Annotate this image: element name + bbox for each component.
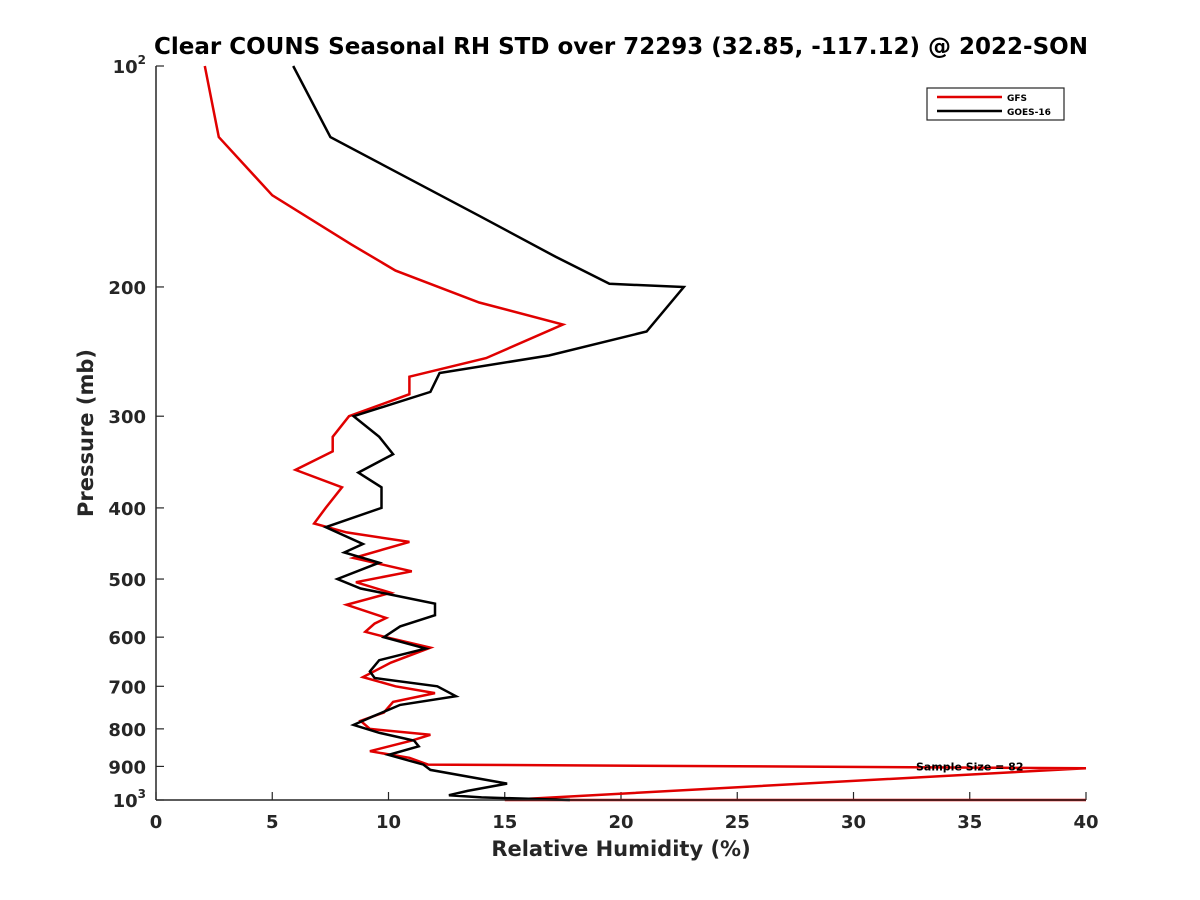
x-tick-label: 25: [725, 812, 750, 833]
y-tick-label: 500: [108, 570, 146, 591]
x-axis-ticks: 0 5 10 15 20 25 30 35 40: [150, 792, 1099, 833]
x-axis-label: Relative Humidity (%): [491, 837, 750, 861]
y-tick-label: 102: [113, 53, 146, 78]
series-layer: [203, 65, 1087, 802]
y-tick-base: 10: [113, 57, 138, 78]
x-tick-label: 15: [492, 812, 517, 833]
x-tick-label: 40: [1073, 812, 1098, 833]
x-tick-label: 0: [150, 812, 163, 833]
y-tick-label: 600: [108, 628, 146, 649]
plot-area: [156, 66, 1086, 800]
y-tick-base: 10: [113, 791, 138, 812]
y-tick-label: 700: [108, 677, 146, 698]
y-tick-exponent: 3: [138, 787, 146, 801]
x-tick-label: 20: [608, 812, 633, 833]
sample-size-annotation: Sample Size = 82: [916, 760, 1023, 773]
x-tick-label: 35: [957, 812, 982, 833]
legend-goes16-label: GOES-16: [1007, 108, 1051, 118]
series-line-gfs: [203, 65, 1087, 802]
x-tick-label: 5: [266, 812, 279, 833]
x-tick-label: 30: [841, 812, 866, 833]
y-tick-label: 900: [108, 757, 146, 778]
x-tick-label: 10: [376, 812, 401, 833]
y-tick-label: 400: [108, 499, 146, 520]
y-tick-label: 200: [108, 278, 146, 299]
legend-gfs-label: GFS: [1007, 94, 1027, 104]
y-tick-exponent: 2: [138, 53, 146, 67]
y-tick-label: 300: [108, 407, 146, 428]
chart-title: Clear COUNS Seasonal RH STD over 72293 (…: [154, 34, 1088, 60]
legend: GFS GOES-16: [926, 87, 1065, 121]
legend-box: [926, 87, 1065, 121]
y-axis-label: Pressure (mb): [74, 349, 98, 517]
y-tick-label: 103: [113, 787, 146, 812]
y-tick-label: 800: [108, 720, 146, 741]
series-line-goes-16: [292, 65, 687, 802]
